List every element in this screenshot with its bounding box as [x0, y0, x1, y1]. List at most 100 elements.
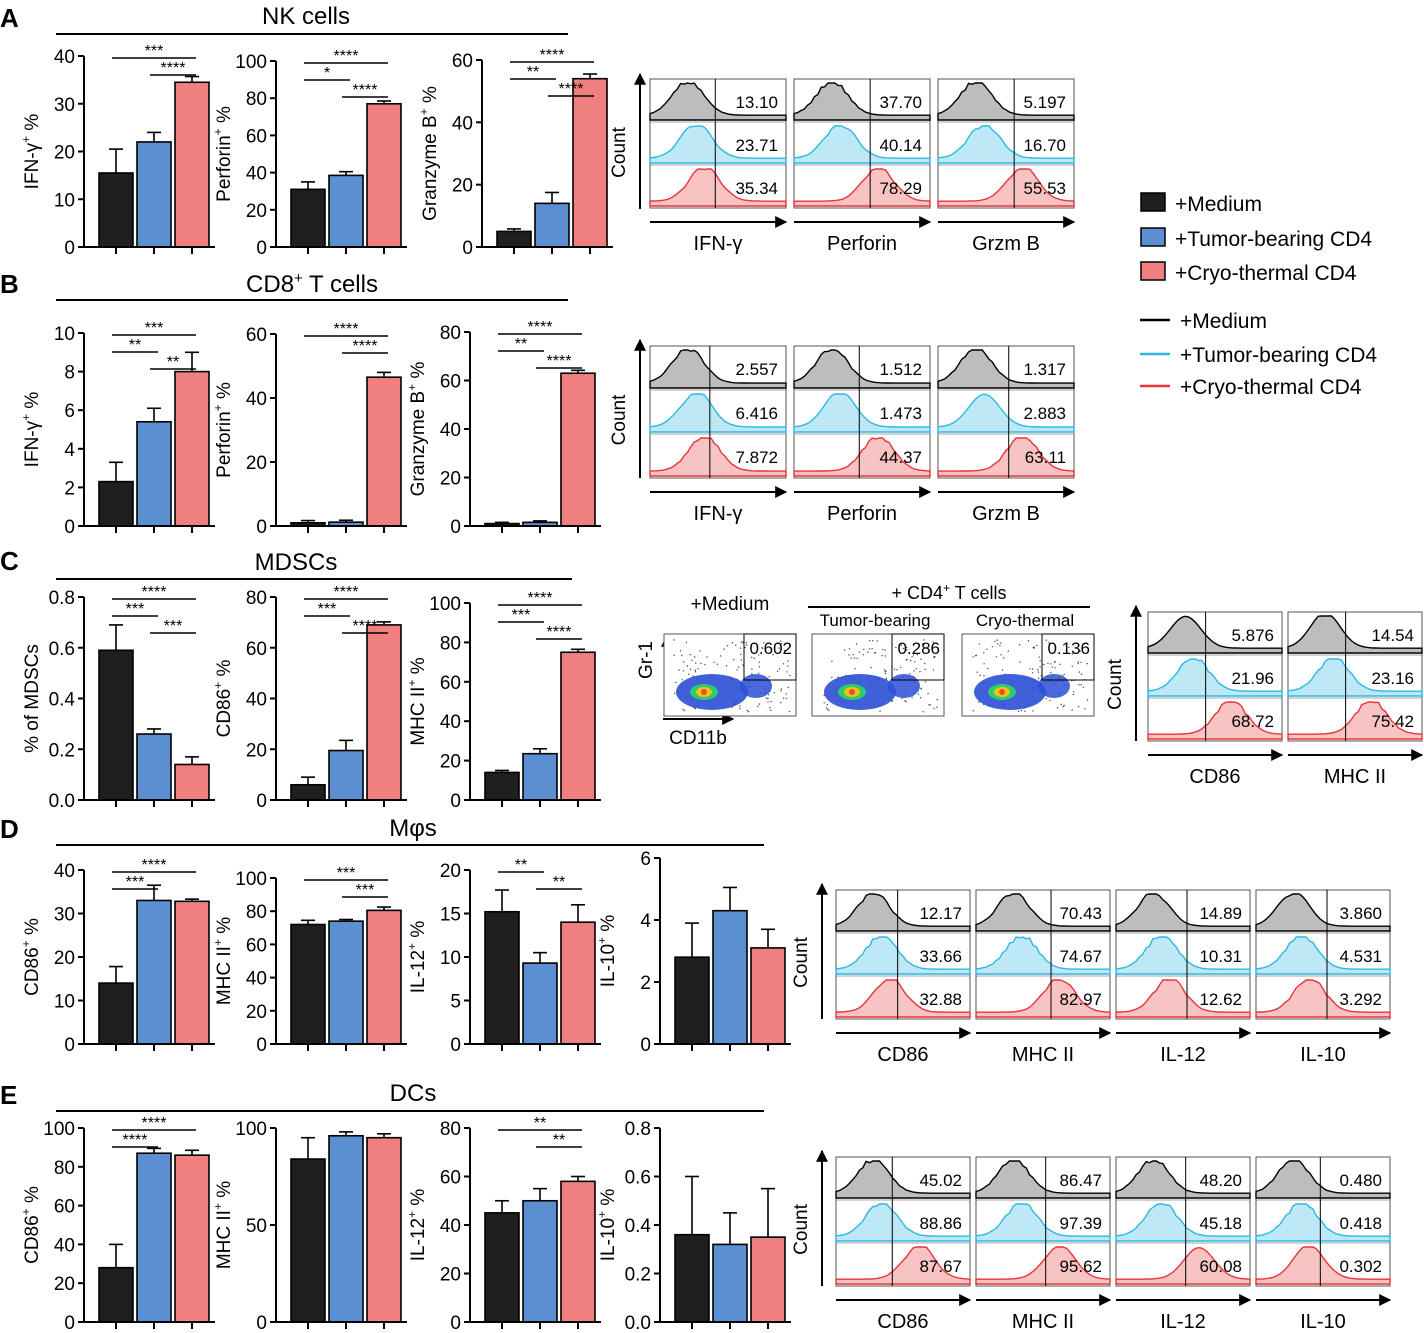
- gate-value: 12.62: [1199, 990, 1242, 1009]
- bar-cryo-thermal: [560, 651, 596, 801]
- event-dot: [694, 671, 697, 673]
- event-dot: [742, 664, 744, 666]
- mdsc-scatter-title-medium: +Medium: [691, 594, 770, 615]
- event-dot: [983, 663, 985, 665]
- bar-medium: [98, 1266, 134, 1323]
- significance-stars: ****: [142, 857, 167, 874]
- y-tick-label: 0.2: [625, 1265, 651, 1286]
- significance-stars: *: [324, 65, 330, 82]
- event-dot: [853, 657, 856, 659]
- histogram-trace-medium: [1147, 615, 1283, 654]
- label-rest: %: [22, 114, 43, 136]
- event-dot: [1080, 673, 1083, 675]
- bar-chart-e-15: 0 20 40 60 80 IL-12+ % ** **: [405, 1115, 601, 1333]
- gate-value: 35.34: [735, 179, 778, 198]
- bar-tumor-bearing: [534, 202, 570, 248]
- bar-medium: [484, 1212, 520, 1323]
- event-dot: [1039, 666, 1041, 668]
- event-dot: [739, 647, 742, 649]
- significance-stars: ****: [142, 1115, 167, 1132]
- event-dot: [917, 693, 920, 695]
- histogram-trace-tumor-bearing: [975, 1203, 1111, 1242]
- y-axis-label: IFN-γ+ %: [19, 114, 43, 190]
- marker-axis-label: CD86: [1189, 766, 1240, 788]
- event-dot: [884, 655, 887, 657]
- event-dot: [979, 674, 981, 676]
- histogram-trace-medium: [1115, 1160, 1251, 1199]
- event-dot: [1082, 686, 1085, 688]
- panel-letter-a: A: [0, 3, 19, 33]
- event-dot: [828, 709, 830, 712]
- gate-value: 23.16: [1371, 669, 1414, 688]
- marker-axis-label: CD86: [877, 1044, 928, 1066]
- event-dot: [673, 654, 675, 656]
- event-dot: [844, 649, 846, 651]
- gate-value: 6.416: [735, 404, 778, 423]
- y-tick-label: 20: [440, 469, 461, 490]
- y-tick-label: 4: [64, 440, 75, 461]
- event-dot: [780, 643, 783, 645]
- event-dot: [785, 693, 787, 695]
- legend-swatch-tumor-bearing: [1140, 227, 1166, 247]
- y-tick-label: 40: [246, 164, 267, 185]
- event-dot: [924, 681, 927, 683]
- bar-cryo-thermal: [560, 1180, 596, 1323]
- event-dot: [778, 668, 781, 670]
- event-dot: [1001, 669, 1004, 671]
- event-dot: [923, 643, 925, 646]
- y-axis-label: IL-10+ %: [595, 1189, 619, 1262]
- label-rest: %: [420, 86, 441, 108]
- event-dot: [744, 646, 746, 649]
- y-tick-label: 80: [246, 588, 267, 609]
- density-scatter-medium: 0.602: [663, 633, 797, 717]
- bar-tumor-bearing: [712, 909, 748, 1045]
- event-dot: [1083, 643, 1086, 645]
- event-dot: [787, 665, 789, 667]
- event-dot: [912, 654, 915, 656]
- gate-value: 5.876: [1231, 626, 1274, 645]
- event-dot: [920, 658, 922, 660]
- y-tick-label: 80: [440, 1119, 461, 1140]
- histogram-trace-cryo-thermal: [1255, 979, 1391, 1018]
- y-axis-label: Perforin+ %: [211, 106, 235, 202]
- event-dot: [1078, 706, 1080, 708]
- legend-swatch-cryo-thermal: [1140, 261, 1166, 281]
- count-axis-label: Count: [791, 936, 812, 987]
- event-dot: [827, 708, 829, 711]
- cd11b-axis-label: CD11b: [669, 728, 727, 749]
- event-dot: [1045, 698, 1047, 700]
- significance-stars: ****: [161, 60, 186, 77]
- event-dot: [1073, 691, 1075, 693]
- event-dot: [1071, 665, 1074, 667]
- event-dot: [786, 671, 788, 673]
- event-dot: [753, 657, 756, 659]
- event-dot: [723, 648, 725, 650]
- histogram-ifn-: 2.557 6.416 7.872 IFN-γ: [649, 345, 788, 525]
- y-tick-label: 0: [64, 1035, 75, 1056]
- superscript-plus: +: [211, 1203, 225, 1210]
- panel-title-b: CD8+ T cells: [246, 270, 378, 298]
- bar-medium: [290, 923, 326, 1045]
- event-dot: [788, 710, 791, 713]
- y-tick-label: 40: [440, 420, 461, 441]
- y-tick-label: 0: [450, 1313, 461, 1333]
- histogram-mhc-ii: 86.47 97.39 95.62 MHC II: [975, 1156, 1112, 1333]
- significance-stars: ***: [356, 882, 375, 899]
- event-dot: [1062, 705, 1064, 708]
- histogram-trace-cryo-thermal: [1147, 701, 1283, 740]
- y-tick-label: 60: [246, 325, 267, 346]
- significance-stars: ***: [164, 618, 183, 635]
- event-dot: [1045, 639, 1048, 641]
- event-dot: [850, 657, 852, 659]
- y-axis-label: Perforin+ %: [211, 382, 235, 478]
- y-tick-label: 30: [54, 95, 75, 116]
- marker-axis-label: IL-12: [1160, 1311, 1206, 1333]
- event-dot: [673, 639, 675, 641]
- event-dot: [884, 649, 886, 651]
- event-dot: [713, 661, 715, 663]
- event-dot: [787, 686, 789, 689]
- histogram-trace-medium: [1287, 615, 1423, 654]
- gate-value: 10.31: [1199, 947, 1242, 966]
- y-tick-label: 100: [429, 594, 461, 615]
